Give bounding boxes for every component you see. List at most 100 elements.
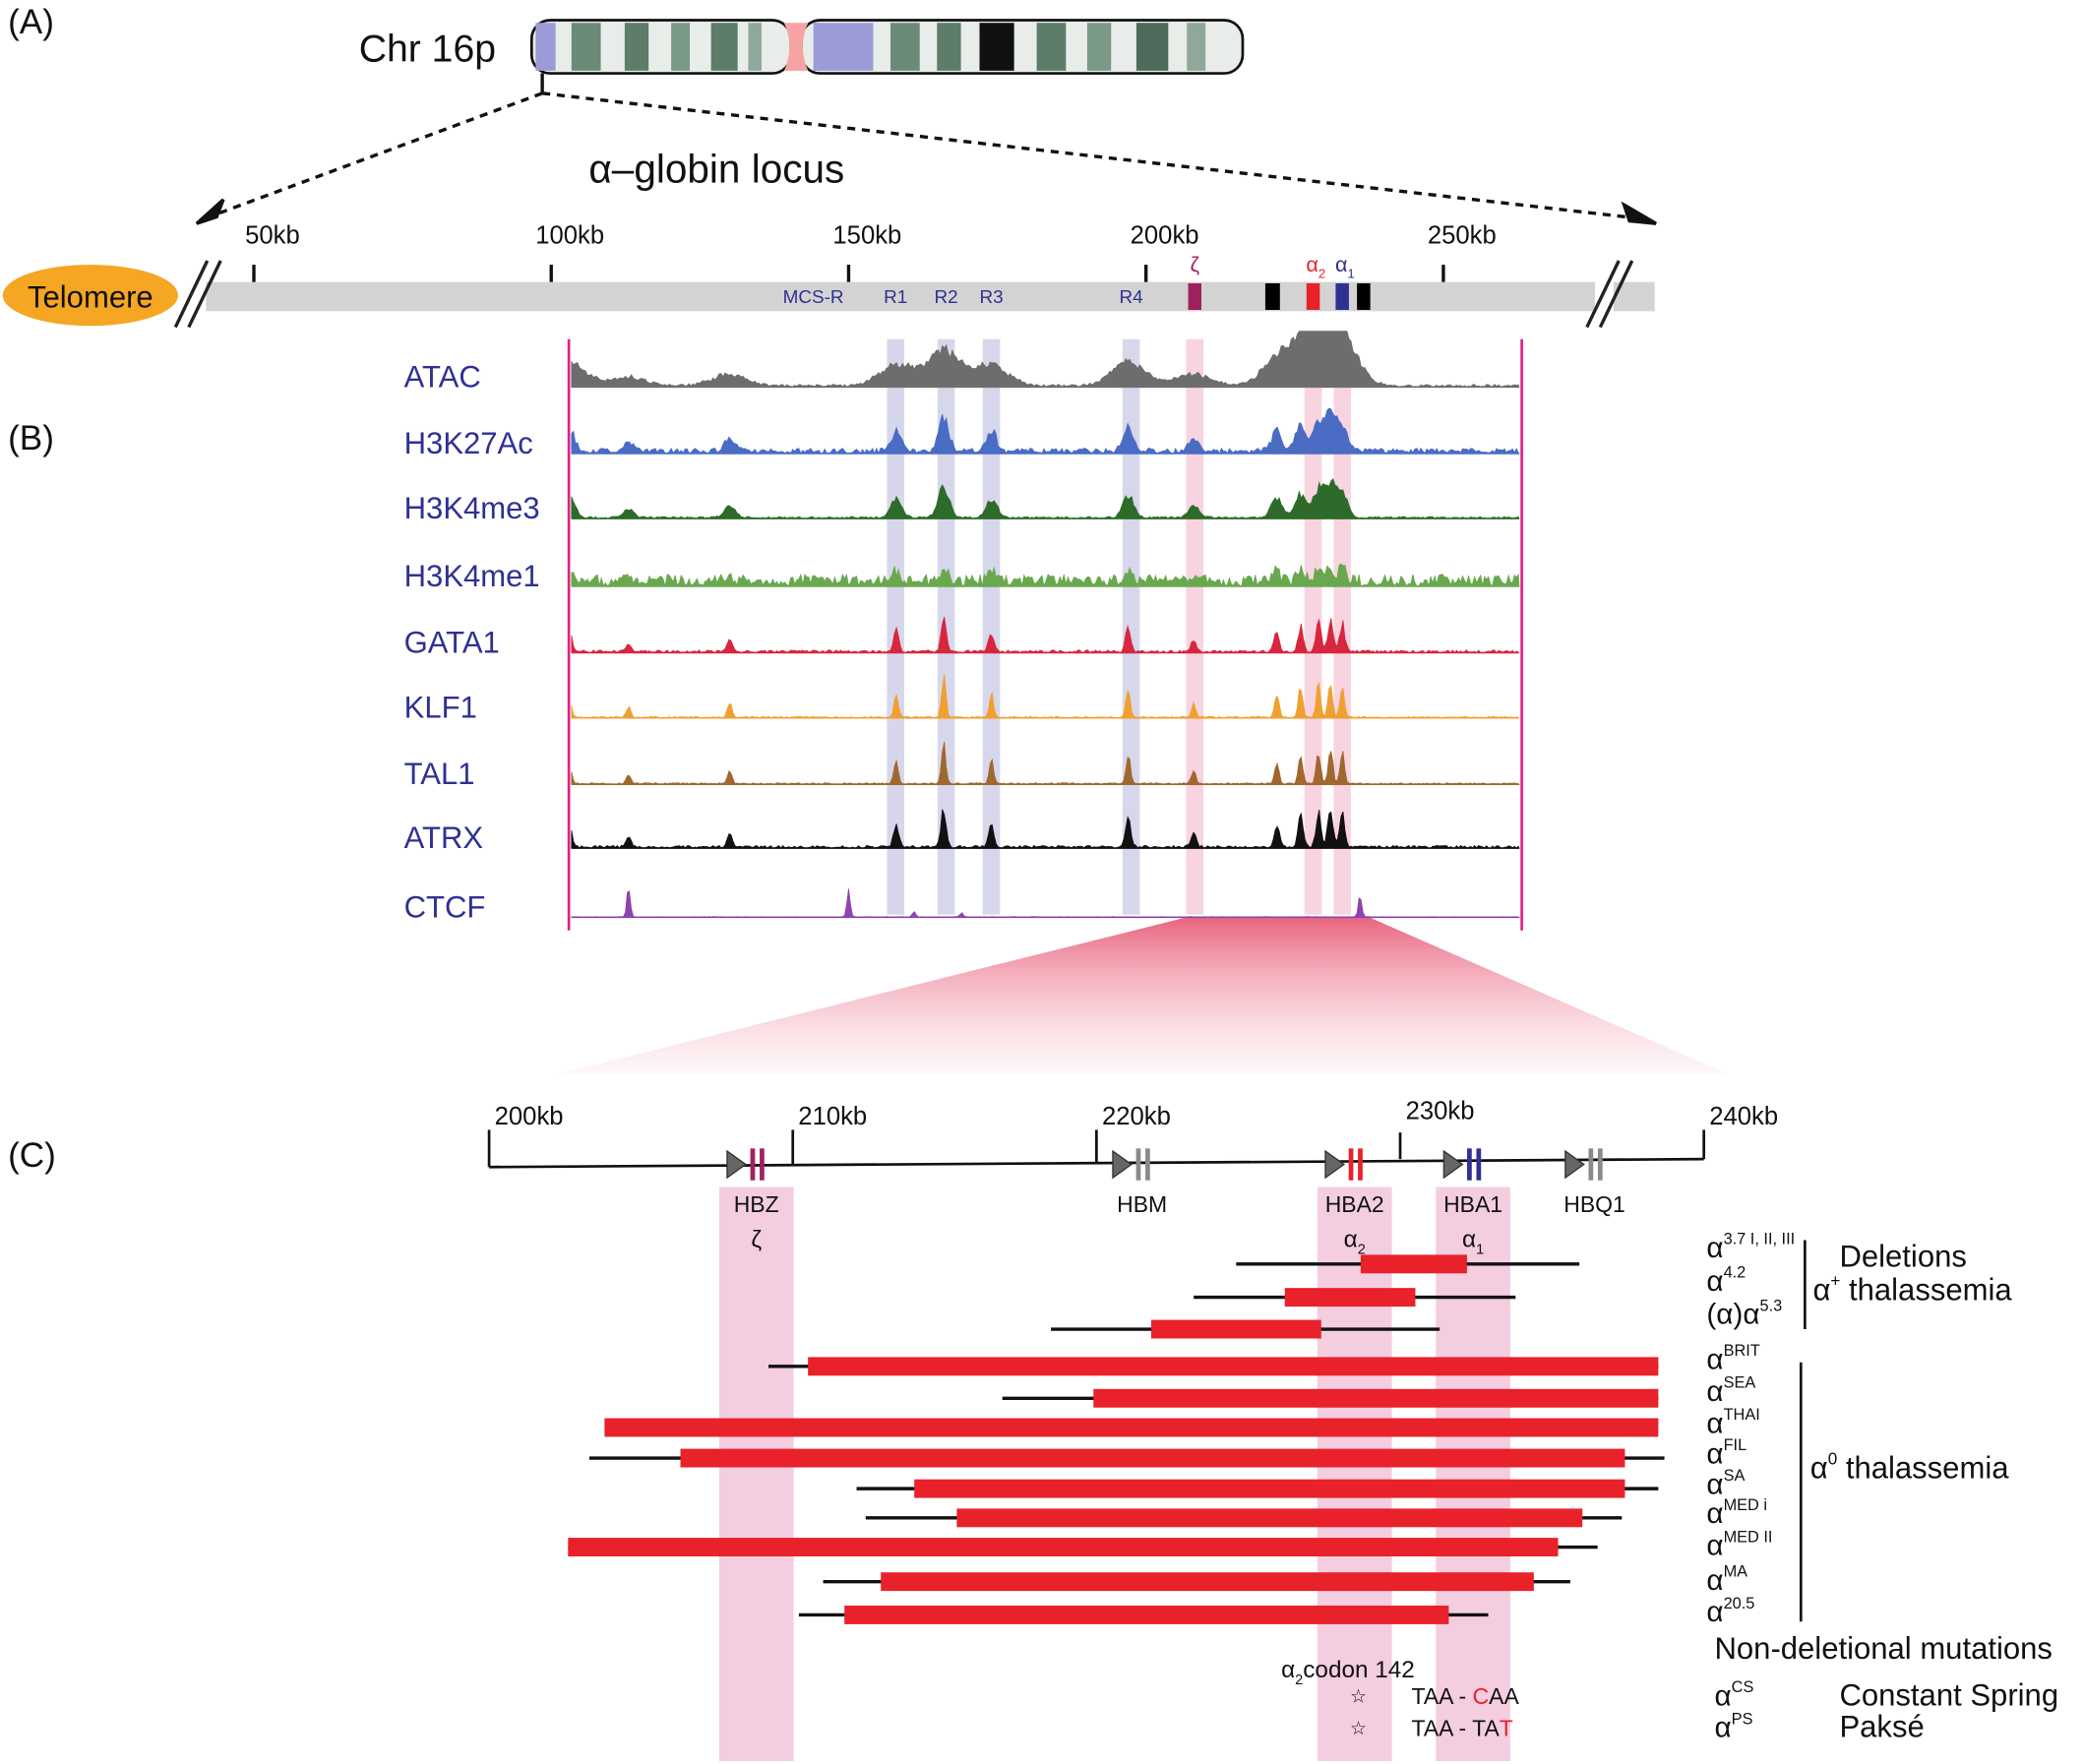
text-base: α xyxy=(1706,1497,1723,1530)
group-label: α0 thalassemia xyxy=(1810,1449,2009,1485)
zoom-arrows xyxy=(195,73,1657,225)
gene-triangle xyxy=(1564,1149,1585,1180)
gene-greek: ζ xyxy=(751,1226,762,1252)
superscript: 3.7 I, II, III xyxy=(1724,1231,1796,1248)
tick-label: 100kb xyxy=(535,221,604,249)
gene-name: HBM xyxy=(1117,1191,1167,1217)
group-label: α+ thalassemia xyxy=(1812,1271,2012,1307)
superscript: THAI xyxy=(1724,1406,1760,1424)
deletion-name: α3.7 I, II, III xyxy=(1706,1231,1795,1264)
deletion-name: αSA xyxy=(1706,1467,1745,1500)
deletion-name: (α)α5.3 xyxy=(1706,1297,1782,1330)
text-base: α xyxy=(1335,252,1348,276)
chromosome-label: Chr 16p xyxy=(359,28,496,70)
gene-name: HBA1 xyxy=(1443,1191,1502,1217)
tick-label: 210kb xyxy=(798,1103,867,1130)
gene-band xyxy=(718,1186,794,1762)
subscript: 1 xyxy=(1476,1243,1484,1258)
deletion-bar xyxy=(1284,1288,1416,1308)
exon xyxy=(1145,1148,1150,1181)
region-band xyxy=(982,338,1001,915)
exon xyxy=(1358,1148,1363,1181)
gene-triangle xyxy=(1324,1149,1346,1180)
tick-label: 200kb xyxy=(1131,221,1199,249)
subscript: 1 xyxy=(1348,266,1355,280)
gene-band xyxy=(1436,1186,1510,1762)
track-label: TAL1 xyxy=(404,757,475,791)
gene-greek: α2 xyxy=(1344,1226,1366,1257)
region-label: R4 xyxy=(1119,287,1142,308)
deletion-name: αMED II xyxy=(1706,1528,1772,1561)
superscript: 5.3 xyxy=(1760,1297,1783,1314)
tick-label: 240kb xyxy=(1709,1103,1778,1130)
deletion-name: αBRIT xyxy=(1706,1342,1759,1375)
mutated-base: T xyxy=(1500,1715,1513,1740)
text-base: α xyxy=(1706,1469,1723,1501)
text-part: thalassemia xyxy=(1837,1450,2009,1485)
text-base: α xyxy=(1706,1530,1723,1562)
deletion-bar xyxy=(1093,1388,1659,1408)
signal-track xyxy=(571,331,1520,388)
text-base: α xyxy=(1706,1564,1723,1597)
tick-label: 250kb xyxy=(1428,221,1497,249)
text-part: AA xyxy=(1489,1683,1519,1709)
text-base: α xyxy=(1812,1272,1830,1307)
tick-label: 200kb xyxy=(495,1103,564,1130)
text-part: TAA - xyxy=(1412,1683,1473,1709)
deletion-name: αFIL xyxy=(1706,1436,1747,1470)
gene-box xyxy=(1357,282,1371,310)
text-base: α xyxy=(1306,252,1318,276)
zoom-funnel xyxy=(558,917,1728,1074)
deletion-bar xyxy=(956,1508,1583,1528)
text-base: α xyxy=(1281,1657,1295,1683)
text-part: TAA - TA xyxy=(1412,1715,1501,1740)
gene-box xyxy=(1264,282,1280,310)
deletion-bar xyxy=(604,1418,1659,1437)
text-part: codon 142 xyxy=(1303,1657,1415,1683)
mutation-label: Paksé xyxy=(1839,1710,1924,1744)
telomere xyxy=(2,265,179,327)
deletion-name: α20.5 xyxy=(1706,1595,1754,1628)
signal-track xyxy=(571,809,1520,849)
track-label: CTCF xyxy=(404,889,486,924)
superscript: 4.2 xyxy=(1724,1263,1747,1281)
mutations-title: Non-deletional mutations xyxy=(1714,1631,2052,1666)
gene-box xyxy=(1306,282,1320,310)
telomere-label: Telomere xyxy=(28,279,153,314)
text-base: ζ xyxy=(1190,252,1199,276)
locus-title: α–globin locus xyxy=(588,146,844,191)
region-label: R2 xyxy=(935,287,958,308)
gene-name: HBQ1 xyxy=(1563,1191,1625,1217)
codon-label: α2codon 142 xyxy=(1281,1657,1415,1688)
gene-box xyxy=(1188,282,1202,310)
deletion-bar xyxy=(881,1572,1534,1592)
tick-label: 50kb xyxy=(245,221,300,249)
deletion-name: αTHAI xyxy=(1706,1406,1759,1439)
track-label: GATA1 xyxy=(404,625,500,659)
gene-name: HBZ xyxy=(734,1191,779,1217)
chromosome-ideogram xyxy=(529,19,1245,75)
codon-change: TAA - CAA xyxy=(1412,1683,1520,1709)
deletion-name: α4.2 xyxy=(1706,1263,1746,1297)
text-base: α xyxy=(1714,1679,1731,1712)
gene-label: α2 xyxy=(1306,252,1325,280)
text-part: (α) xyxy=(1706,1299,1743,1331)
subscript: 2 xyxy=(1295,1673,1303,1688)
exon xyxy=(760,1148,765,1181)
locus-bar xyxy=(206,281,1655,312)
superscript: + xyxy=(1830,1271,1840,1290)
text-base: α xyxy=(1462,1226,1476,1252)
superscript: SA xyxy=(1724,1467,1746,1485)
deletion-bar xyxy=(844,1605,1449,1624)
panel-label: (A) xyxy=(8,3,54,41)
tick-label: 230kb xyxy=(1406,1098,1475,1125)
superscript: MA xyxy=(1724,1562,1748,1580)
superscript: MED II xyxy=(1724,1528,1773,1546)
gene-band xyxy=(1317,1186,1392,1762)
gene-triangle xyxy=(726,1149,748,1180)
superscript: MED i xyxy=(1724,1496,1767,1514)
track-label: H3K4me1 xyxy=(404,559,540,593)
signal-track xyxy=(571,888,1521,918)
deletion-bar xyxy=(1360,1254,1467,1274)
